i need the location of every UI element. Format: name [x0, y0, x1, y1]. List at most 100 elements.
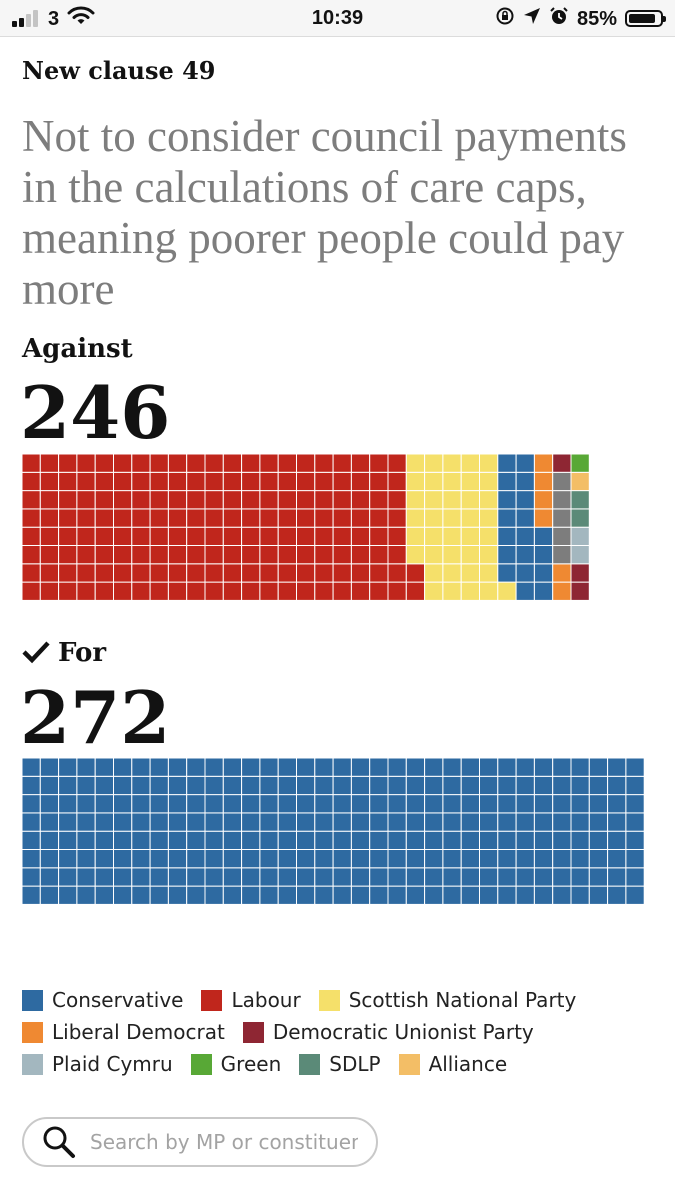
- seat-conservative: [387, 775, 407, 796]
- seat-scottish-national-party: [424, 581, 444, 600]
- seat-conservative: [442, 812, 462, 832]
- seat-labour: [94, 454, 114, 473]
- seat-labour: [296, 508, 316, 528]
- seat-labour: [94, 545, 114, 565]
- seat-conservative: [259, 775, 279, 796]
- seat-conservative: [94, 885, 114, 904]
- search-input[interactable]: [90, 1130, 358, 1154]
- seat-conservative: [533, 775, 554, 796]
- seat-labour: [186, 545, 206, 565]
- legend-row: Liberal Democrat Democratic Unionist Part…: [22, 1016, 662, 1048]
- seat-conservative: [314, 885, 334, 904]
- seat-labour: [204, 454, 224, 473]
- seat-conservative: [350, 758, 371, 777]
- seat-scottish-national-party: [479, 490, 499, 510]
- status-bar: 3 10:39: [0, 0, 675, 37]
- seat-conservative: [222, 775, 243, 796]
- seat-conservative: [314, 830, 334, 850]
- seat-conservative: [350, 885, 371, 904]
- seat-conservative: [259, 830, 279, 850]
- seat-labour: [350, 508, 371, 528]
- seat-conservative: [332, 775, 352, 796]
- seat-labour: [113, 545, 133, 565]
- seat-other: [552, 508, 572, 528]
- seat-conservative: [259, 849, 279, 869]
- seat-other: [552, 526, 572, 546]
- seat-labour: [94, 490, 114, 510]
- battery-icon: [625, 10, 666, 27]
- seat-labour: [94, 581, 114, 600]
- seat-scottish-national-party: [424, 545, 444, 565]
- seat-labour: [259, 471, 279, 492]
- seat-labour: [113, 471, 133, 492]
- seat-conservative: [39, 794, 60, 814]
- seat-plaid-cymru: [570, 545, 590, 565]
- seat-conservative: [607, 885, 627, 904]
- seat-labour: [76, 545, 96, 565]
- seat-conservative: [167, 794, 188, 814]
- seat-scottish-national-party: [479, 545, 499, 565]
- seat-conservative: [533, 867, 554, 887]
- against-label: Against: [22, 334, 133, 364]
- seat-conservative: [460, 812, 481, 832]
- seat-conservative: [625, 849, 645, 869]
- seat-conservative: [332, 867, 352, 887]
- seat-scottish-national-party: [442, 490, 462, 510]
- seat-conservative: [22, 867, 41, 887]
- seat-conservative: [442, 794, 462, 814]
- seat-conservative: [405, 775, 426, 796]
- seat-scottish-national-party: [405, 471, 426, 492]
- seat-labour: [94, 471, 114, 492]
- seat-scottish-national-party: [442, 545, 462, 565]
- seat-conservative: [515, 526, 535, 546]
- seat-labour: [76, 454, 96, 473]
- seat-conservative: [167, 849, 188, 869]
- seat-conservative: [497, 849, 517, 869]
- seat-conservative: [369, 849, 389, 869]
- seat-conservative: [460, 849, 481, 869]
- seat-labour: [241, 490, 261, 510]
- seat-conservative: [94, 775, 114, 796]
- seat-conservative: [533, 526, 554, 546]
- seat-conservative: [314, 758, 334, 777]
- seat-conservative: [424, 885, 444, 904]
- seat-conservative: [369, 830, 389, 850]
- seat-conservative: [314, 812, 334, 832]
- seat-conservative: [296, 812, 316, 832]
- seat-labour: [405, 581, 426, 600]
- seat-labour: [296, 526, 316, 546]
- seat-labour: [277, 471, 298, 492]
- seat-conservative: [625, 885, 645, 904]
- seat-other: [552, 471, 572, 492]
- seat-conservative: [277, 775, 298, 796]
- seat-conservative: [186, 885, 206, 904]
- seat-conservative: [131, 758, 151, 777]
- seat-conservative: [113, 867, 133, 887]
- seat-labour: [387, 508, 407, 528]
- seat-conservative: [204, 885, 224, 904]
- search-icon[interactable]: [42, 1125, 76, 1159]
- seat-labour: [350, 563, 371, 583]
- seat-conservative: [607, 830, 627, 850]
- seat-conservative: [497, 563, 517, 583]
- clock: 10:39: [311, 7, 364, 29]
- seat-conservative: [167, 812, 188, 832]
- seat-sdlp: [570, 508, 590, 528]
- seat-conservative: [387, 758, 407, 777]
- seat-conservative: [479, 758, 499, 777]
- seat-labour: [332, 526, 352, 546]
- seat-conservative: [22, 794, 41, 814]
- seat-conservative: [131, 885, 151, 904]
- legend-label: Conservative: [52, 988, 184, 1012]
- seat-labour: [186, 471, 206, 492]
- seat-labour: [296, 545, 316, 565]
- seat-conservative: [113, 758, 133, 777]
- search-box[interactable]: [22, 1117, 378, 1167]
- seat-scottish-national-party: [479, 508, 499, 528]
- seat-other: [552, 545, 572, 565]
- seat-conservative: [515, 812, 535, 832]
- seat-conservative: [241, 758, 261, 777]
- seat-conservative: [533, 581, 554, 600]
- seat-conservative: [497, 830, 517, 850]
- seat-conservative: [332, 830, 352, 850]
